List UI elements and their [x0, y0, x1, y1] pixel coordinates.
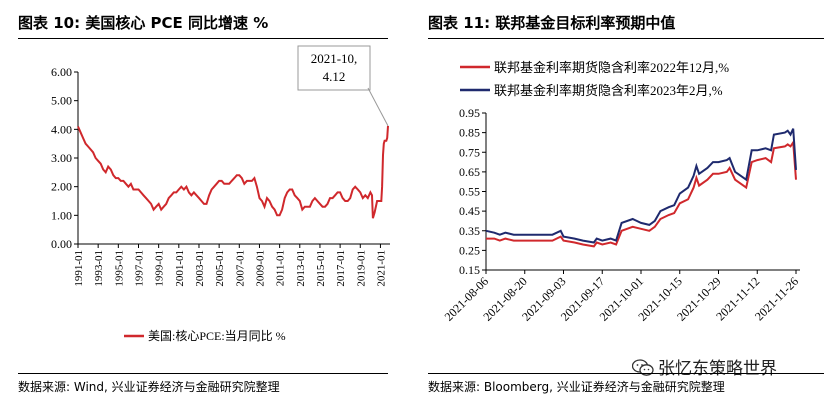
annotation-pointer: [367, 87, 389, 127]
x-tick-label: 2017-01: [335, 250, 347, 287]
right-source-note: 数据来源: Bloomberg, 兴业证券经济与金融研究院整理: [428, 380, 725, 394]
left-source-rule: [18, 373, 388, 374]
y-tick-label: 4.00: [51, 122, 72, 136]
watermark: 张忆东策略世界: [631, 354, 777, 379]
y-tick-label: 0.75: [459, 145, 480, 159]
fed-funds-line-chart: 0.150.250.350.450.550.650.750.850.952021…: [442, 60, 801, 324]
x-tick-label: 2013-01: [295, 250, 307, 287]
series-line-dec-2022: [486, 139, 797, 248]
y-tick-label: 0.55: [459, 185, 480, 199]
pce-series-line: [77, 125, 389, 219]
x-tick-label: 1995-01: [113, 250, 125, 287]
left-title-rule: [18, 38, 388, 39]
watermark-text: 张忆东策略世界: [658, 359, 777, 379]
x-tick-label: 1993-01: [93, 250, 105, 287]
annotation-label: 2021-10,: [311, 51, 358, 66]
pce-line-chart: 0.00 1.00 2.00 3.00 4.00 5.00 6.00 1991-01 1993-…: [51, 45, 390, 343]
y-tick-label: 0.25: [459, 243, 480, 257]
y-tick-label: 0.45: [459, 204, 480, 218]
x-tick-label: 2015-01: [315, 250, 327, 287]
x-tick-label: 1999-01: [154, 250, 166, 287]
y-tick-label: 1.00: [51, 208, 72, 222]
y-tick-label: 2.00: [51, 180, 72, 194]
x-tick-label: 2005-01: [214, 250, 226, 287]
left-chart-title: 图表 10: 美国核心 PCE 同比增速 %: [18, 14, 269, 32]
left-source-note: 数据来源: Wind, 兴业证券经济与金融研究院整理: [18, 380, 280, 394]
annotation-value: 4.12: [323, 69, 346, 84]
y-tick-label: 0.00: [51, 237, 72, 251]
right-title-rule: [428, 38, 824, 39]
x-tick-label: 2011-01: [275, 250, 287, 286]
y-tick-label: 6.00: [51, 65, 72, 79]
legend-label: 联邦基金利率期货隐含利率2022年12月,%: [494, 60, 729, 75]
x-tick-label: 1997-01: [133, 250, 145, 287]
x-tick-label: 2021-01: [375, 250, 387, 287]
y-tick-label: 0.95: [459, 106, 480, 120]
y-tick-label: 0.65: [459, 165, 480, 179]
legend-label: 美国:核心PCE:当月同比 %: [148, 329, 286, 343]
y-tick-label: 0.85: [459, 126, 480, 140]
x-tick-label: 2003-01: [194, 250, 206, 287]
x-tick-label: 1991-01: [73, 250, 85, 287]
y-tick-label: 0.15: [459, 263, 480, 277]
annotation-box: [297, 45, 371, 91]
x-tick-label: 2009-01: [254, 250, 266, 287]
right-chart-title: 图表 11: 联邦基金目标利率预期中值: [428, 14, 676, 32]
x-tick-label: 2007-01: [234, 250, 246, 287]
series-line-feb-2023: [485, 128, 797, 244]
y-tick-label: 5.00: [51, 94, 72, 108]
y-tick-label: 3.00: [51, 151, 72, 165]
right-source-rule: [428, 373, 824, 374]
x-tick-label: 2019-01: [355, 250, 367, 287]
legend-label: 联邦基金利率期货隐含利率2023年2月,%: [494, 83, 723, 98]
y-tick-label: 0.35: [459, 224, 480, 238]
x-tick-label: 2001-01: [174, 250, 186, 287]
wechat-icon: [631, 359, 654, 377]
